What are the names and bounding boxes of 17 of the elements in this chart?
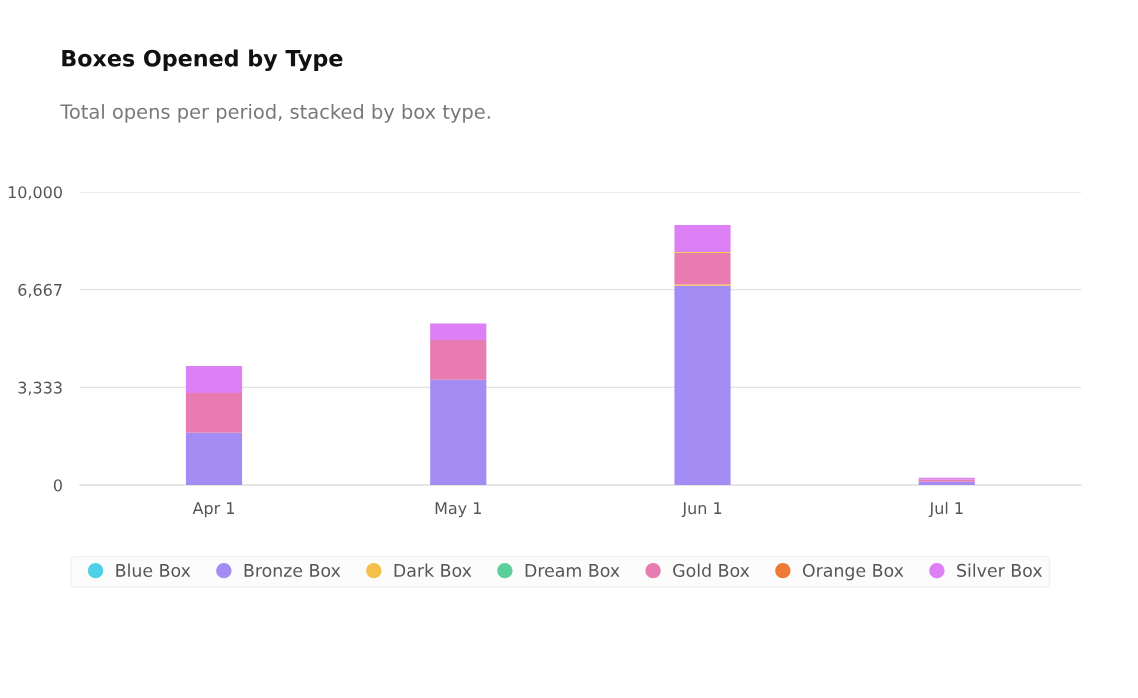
legend-label: Dark Box	[394, 563, 472, 577]
legend-label: Gold Box	[673, 563, 750, 577]
y-tick-label: 0	[53, 479, 62, 492]
legend-label: Blue Box	[116, 563, 191, 577]
legend-label: Silver Box	[957, 563, 1042, 577]
x-tick-label: Jun 1	[681, 502, 722, 518]
legend-label: Dream Box	[525, 564, 620, 577]
chart-title: Boxes Opened by Type	[62, 49, 343, 72]
x-tick-label: Jul 1	[928, 501, 963, 518]
y-tick-label: 3,333	[18, 381, 62, 396]
y-tick-label: 6,667	[18, 283, 62, 298]
y-tick-label: 10,000	[8, 186, 62, 200]
legend-label: Orange Box	[802, 563, 904, 581]
chart-subtitle: Total opens per period, stacked by box type.	[60, 103, 490, 123]
x-tick-label: Apr 1	[192, 502, 234, 518]
legend-label: Bronze Box	[244, 564, 341, 577]
x-tick-label: May 1	[435, 502, 481, 518]
